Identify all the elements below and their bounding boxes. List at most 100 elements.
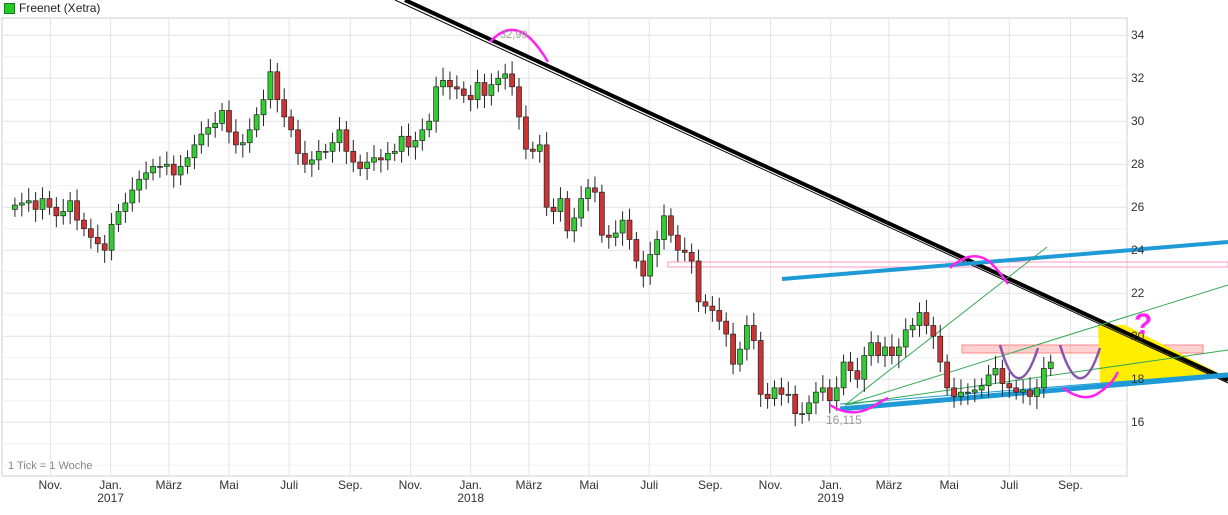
candle-body <box>757 340 764 395</box>
candle-body <box>854 370 861 380</box>
fan-line-green-mid <box>844 284 1228 406</box>
candle-body <box>923 312 930 326</box>
candle-body <box>46 198 53 208</box>
candle-body <box>806 402 812 414</box>
candle-body <box>253 114 260 131</box>
candle-body <box>978 385 985 391</box>
y-tick-label: 32 <box>1131 71 1145 85</box>
x-tick-label: Juli <box>1000 478 1018 492</box>
candle-body <box>750 325 757 341</box>
candle-body <box>709 305 716 311</box>
plot-frame <box>1 17 1128 477</box>
candle-body <box>785 393 792 396</box>
candle-body <box>12 204 18 210</box>
lower-channel-line-thin <box>839 372 1228 405</box>
legend-swatch <box>4 2 15 14</box>
candle-body <box>999 368 1006 384</box>
candle-body <box>889 346 895 356</box>
candle-body <box>260 99 267 116</box>
candle-body <box>612 232 619 238</box>
candle-body <box>426 120 433 131</box>
candle-body <box>509 73 515 88</box>
candle-body <box>585 187 591 199</box>
candle-body <box>454 86 460 90</box>
candle-body <box>350 150 357 163</box>
resistance-box-red <box>961 344 1204 354</box>
candle-body <box>233 131 239 146</box>
candle-body <box>992 368 999 376</box>
candle-body <box>433 86 439 122</box>
candle-body <box>101 243 108 251</box>
upper-channel-line-blue <box>781 240 1228 281</box>
candle-body <box>170 163 177 176</box>
candle-body <box>668 215 674 236</box>
candle-body <box>53 206 60 217</box>
candle-body <box>516 86 522 118</box>
y-tick-label: 18 <box>1131 372 1145 386</box>
candle-body <box>730 333 736 365</box>
candle-body <box>578 198 585 219</box>
candle-body <box>219 110 225 124</box>
candle-body <box>764 393 771 399</box>
x-tick-label: März <box>516 478 543 492</box>
candle-body <box>108 224 115 251</box>
candle-body <box>198 133 205 146</box>
candle-body <box>32 200 39 210</box>
candle-body <box>143 172 149 180</box>
y-tick-label: 16 <box>1131 415 1145 429</box>
axes: 16 18 20 22 24 26 28 30 32 34 Nov. Jan. März Mai Juli S… <box>39 28 1145 505</box>
chart-legend: Freenet (Xetra) <box>4 1 100 15</box>
x-tick-label: März <box>876 478 903 492</box>
candle-body <box>336 129 343 144</box>
candle-body <box>136 178 143 191</box>
candle-body <box>322 150 329 153</box>
candle-body <box>778 387 785 395</box>
candle-body <box>895 346 902 356</box>
candle-body <box>177 166 184 176</box>
candle-body <box>599 191 605 236</box>
candle-body <box>474 82 481 101</box>
x-tick-label: Juli <box>280 478 298 492</box>
candle-body <box>916 312 923 326</box>
candle-body <box>819 387 826 393</box>
x-tick-label: Jan. <box>819 478 842 492</box>
candle-body <box>813 391 819 404</box>
fan-line-green-steep <box>844 246 1048 406</box>
candle-body <box>502 73 509 79</box>
downtrend-line-thick <box>404 0 1228 382</box>
tick-interval-note: 1 Tick = 1 Woche <box>8 460 93 472</box>
candle-body <box>1034 387 1040 397</box>
candle-body <box>81 219 87 230</box>
candle-body <box>495 77 502 86</box>
chart-title: Freenet (Xetra) <box>19 1 101 15</box>
candle-body <box>937 335 944 363</box>
bottom-arc-marker <box>829 396 889 414</box>
candle-body <box>184 157 191 167</box>
candle-body <box>951 387 957 397</box>
candle-body <box>212 123 219 129</box>
candle-body <box>674 234 681 251</box>
candle-body <box>150 166 156 174</box>
candle-body <box>481 82 488 96</box>
candle-body <box>488 84 495 96</box>
candle-body <box>909 325 916 331</box>
candle-body <box>467 95 474 101</box>
x-tick-label: Mai <box>939 478 958 492</box>
candle-body <box>295 129 301 154</box>
candle-body <box>1047 361 1054 369</box>
candle-body <box>163 163 170 167</box>
candle-body <box>405 135 412 148</box>
candle-body <box>771 387 778 399</box>
candle-body <box>129 189 136 204</box>
candle-body <box>267 71 274 101</box>
candle-body <box>1013 387 1020 393</box>
y-tick-label: 30 <box>1131 114 1145 128</box>
x-tick-label: Nov. <box>39 478 63 492</box>
candle-body <box>308 159 315 165</box>
x-tick-label: Sep. <box>698 478 723 492</box>
top-arc-marker <box>489 28 550 63</box>
question-mark-annotation: ? <box>1134 308 1152 341</box>
candle-body <box>25 200 32 204</box>
